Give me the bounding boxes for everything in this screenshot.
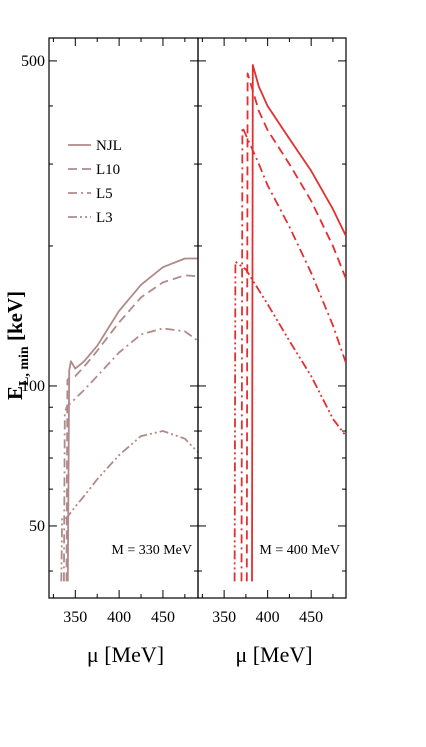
legend-label-l3: L3 [96, 210, 113, 226]
legend-label-njl: NJL [96, 138, 122, 154]
series-line-l5 [63, 327, 198, 582]
series-line-l3 [60, 430, 198, 582]
series-group [233, 64, 346, 582]
series-line-l10 [245, 72, 346, 582]
x-axis-label: μ [MeV] [87, 642, 164, 667]
mass-annotation: M = 400 MeV [259, 543, 340, 558]
x-tick-label: 350 [212, 609, 236, 626]
x-tick-label: 350 [63, 609, 87, 626]
y-axis-label: EL, min [keV] [3, 291, 32, 400]
y-tick-label: 500 [21, 53, 45, 70]
mass-annotation: M = 330 MeV [111, 543, 192, 558]
panel-frame [197, 37, 347, 599]
panel-1: 350 400 450 50 100 500 M = 330 MeV μ [MeV] [21, 37, 199, 667]
x-axis-label: μ [MeV] [235, 642, 312, 667]
x-tick-label: 450 [151, 609, 175, 626]
series-line-l5 [240, 126, 346, 582]
series-line-njl [251, 64, 346, 582]
series-line-l10 [65, 274, 198, 582]
series-line-njl [66, 257, 198, 582]
legend: NJL L10 L5 L3 [68, 138, 122, 226]
legend-label-l5: L5 [96, 186, 113, 202]
panel-2: 350 400 450 M = 400 MeV μ [MeV] [197, 37, 347, 667]
x-tick-label: 400 [256, 609, 280, 626]
series-group [60, 257, 198, 582]
legend-label-l10: L10 [96, 162, 120, 178]
y-tick-label: 100 [21, 378, 45, 395]
x-tick-label: 450 [299, 609, 323, 626]
y-tick-label: 50 [29, 518, 45, 535]
x-tick-label: 400 [107, 609, 131, 626]
series-line-l3 [233, 260, 346, 582]
